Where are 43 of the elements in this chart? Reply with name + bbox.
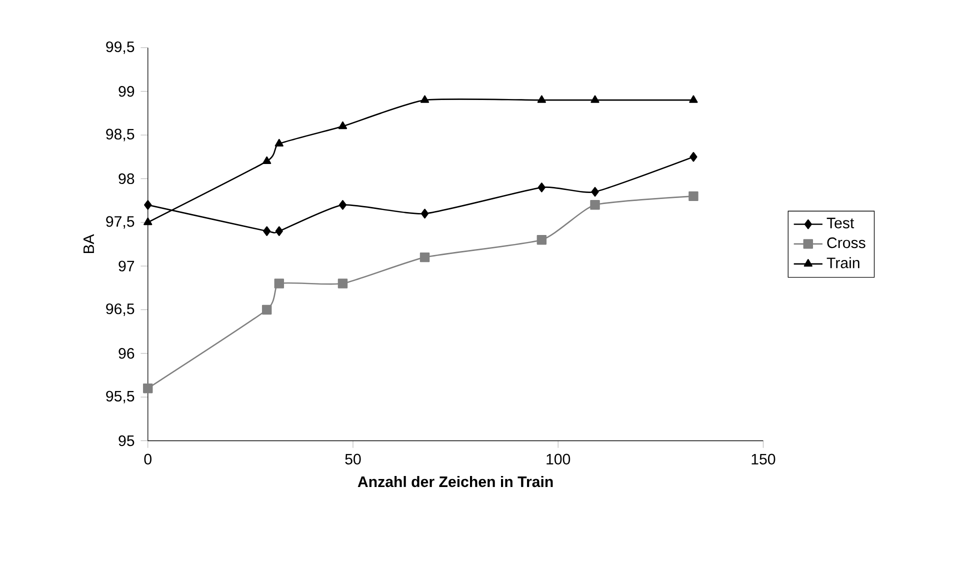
point — [591, 187, 599, 197]
point — [262, 304, 272, 315]
y-tick-label: 97 — [118, 260, 134, 272]
point — [338, 278, 348, 288]
legend-label: Cross — [827, 237, 866, 248]
y-tick-label: 95 — [118, 435, 134, 446]
y-tick-label: 96,5 — [106, 304, 134, 316]
point — [538, 182, 546, 192]
x-tick-label: 100 — [546, 454, 570, 465]
point — [274, 138, 284, 147]
point — [274, 278, 284, 288]
point — [338, 200, 347, 210]
point — [420, 208, 429, 219]
legend-label: Test — [826, 218, 854, 228]
point — [689, 95, 698, 103]
y-tick-label: 99 — [118, 86, 134, 97]
point — [262, 156, 272, 164]
y-tick-label: 96 — [118, 348, 134, 359]
x-tick-label: 150 — [752, 454, 776, 465]
point — [144, 218, 152, 226]
y-tick-label: 98,5 — [106, 128, 134, 142]
y-tick-label: 97,5 — [106, 216, 134, 229]
y-axis-title: BA — [84, 234, 94, 254]
point — [144, 200, 152, 210]
x-tick-label: 50 — [345, 454, 361, 465]
y-tick-label: 95,5 — [106, 390, 134, 404]
point — [537, 95, 546, 103]
legend-label: Train — [826, 257, 860, 268]
point — [536, 235, 547, 245]
point — [275, 226, 283, 236]
point — [338, 122, 348, 130]
point — [143, 384, 153, 394]
y-tick-label: 99,5 — [106, 42, 134, 54]
point — [420, 252, 430, 262]
point — [590, 200, 600, 210]
point — [420, 95, 430, 103]
point — [263, 226, 271, 236]
x-axis-title: Anzahl der Zeichen in Train — [358, 476, 553, 488]
y-tick-label: 98 — [118, 173, 134, 184]
x-tick-label: 0 — [144, 454, 152, 465]
point — [590, 95, 600, 103]
point — [690, 152, 698, 162]
point — [688, 191, 698, 202]
